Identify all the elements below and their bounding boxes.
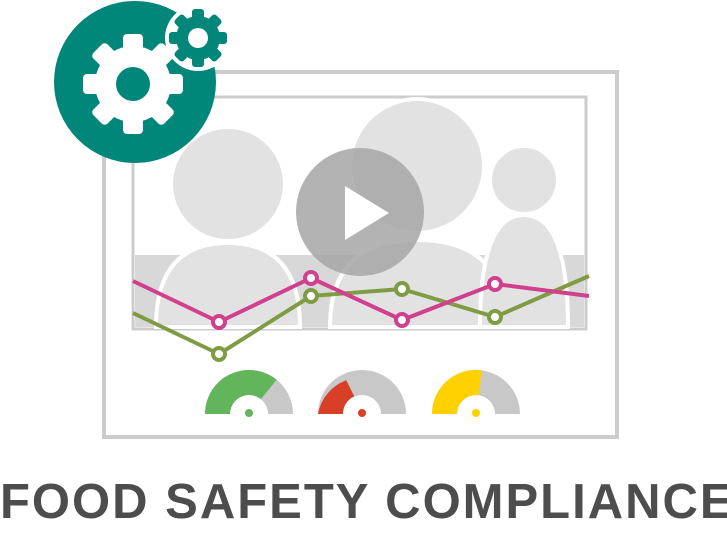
- person-right-head: [488, 144, 560, 216]
- green-point: [394, 281, 410, 297]
- pink-point: [211, 314, 227, 330]
- pink-point: [394, 312, 410, 328]
- gauge-fill: [318, 380, 355, 414]
- green-point: [487, 309, 503, 325]
- gauge-dot: [245, 409, 253, 417]
- gauge-fill: [204, 369, 277, 414]
- settings-badge: [54, 1, 231, 163]
- play-icon[interactable]: [345, 186, 389, 240]
- play-button[interactable]: [296, 148, 424, 276]
- pink-point: [303, 270, 319, 286]
- gauge-fill: [431, 369, 482, 414]
- green-point: [211, 346, 227, 362]
- gauge-red: [318, 370, 406, 417]
- page-title: FOOD SAFETY COMPLIANCE: [0, 475, 727, 529]
- person-left-body: [153, 240, 303, 329]
- food-safety-illustration: [54, 1, 619, 439]
- green-trend-line: [132, 274, 590, 356]
- gauge-yellow: [431, 369, 520, 417]
- large-gear-icon: [83, 34, 183, 134]
- gauge-green: [204, 369, 293, 417]
- gauge-dot: [472, 409, 480, 417]
- person-left-head: [173, 129, 283, 239]
- trend-lines: [132, 270, 590, 362]
- green-point: [303, 288, 319, 304]
- pink-point: [487, 276, 503, 292]
- person-right-body: [477, 212, 571, 329]
- gauge-dot: [358, 409, 366, 417]
- small-gear-icon: [165, 5, 231, 71]
- pink-trend-line: [132, 276, 590, 324]
